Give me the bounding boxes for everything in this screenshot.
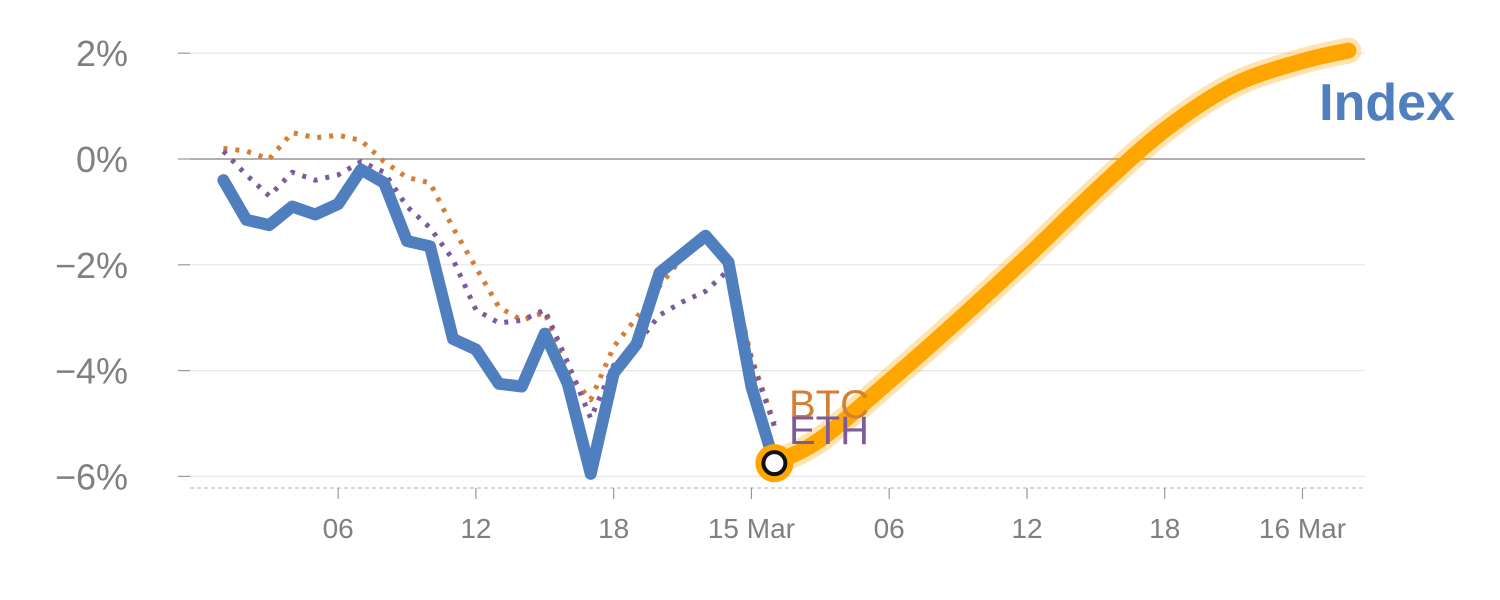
- btc-series-label: BTC: [789, 383, 869, 427]
- forecast-line: [766, 42, 1357, 472]
- eth-series-label: ETH: [789, 409, 869, 453]
- index-series-line: [217, 163, 781, 480]
- y-tick-label: 0%: [76, 139, 128, 180]
- x-tick-label: 18: [1149, 513, 1180, 544]
- eth-series-line: [221, 149, 777, 427]
- label-layer: BTC ETH Index: [789, 74, 1455, 453]
- y-tick-label: −6%: [55, 456, 128, 497]
- x-tick-label: 12: [460, 513, 491, 544]
- index-series-label: Index: [1319, 74, 1455, 132]
- y-tick-label: 2%: [76, 33, 128, 74]
- x-tick-label: 06: [323, 513, 354, 544]
- x-axis: 06 12 18 15 Mar 06 12 18 16 Mar: [323, 488, 1346, 544]
- x-tick-label: 15 Mar: [708, 513, 795, 544]
- y-axis: 2% 0% −2% −4% −6%: [55, 33, 128, 497]
- current-marker: [761, 450, 788, 477]
- y-tick-label: −2%: [55, 245, 128, 286]
- x-tick-label: 18: [598, 513, 629, 544]
- x-tick-label: 16 Mar: [1259, 513, 1346, 544]
- x-tick-label: 12: [1011, 513, 1042, 544]
- x-tick-label: 06: [874, 513, 905, 544]
- series-layer: [217, 37, 1362, 483]
- y-tick-label: −4%: [55, 351, 128, 392]
